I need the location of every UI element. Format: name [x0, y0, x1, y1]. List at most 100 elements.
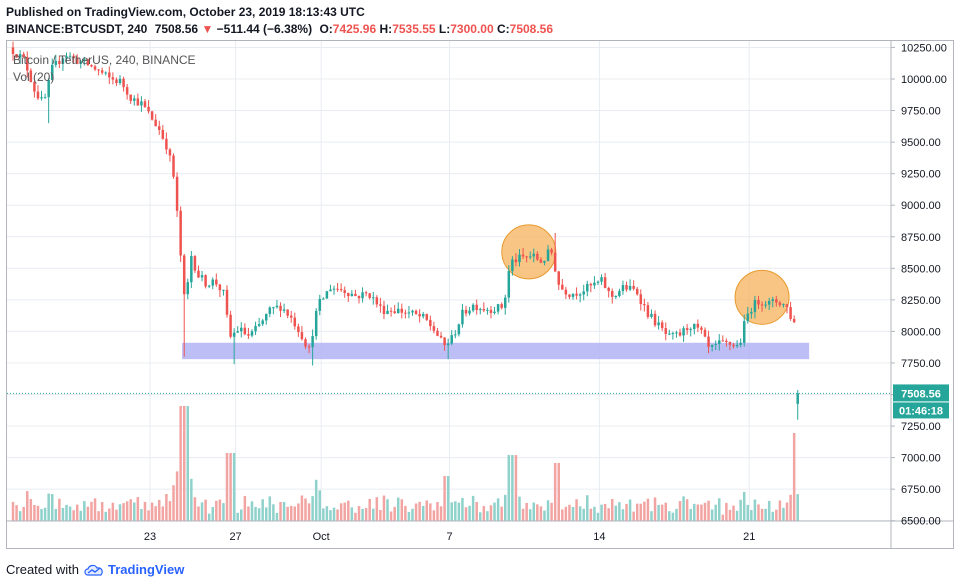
candle-body [357, 295, 361, 299]
candle-body [58, 60, 61, 64]
volume-bar [750, 510, 753, 521]
volume-bar [307, 503, 311, 521]
candle-body [115, 79, 118, 84]
volume-bar [282, 501, 286, 521]
candle-body [514, 259, 518, 263]
candle-body [653, 313, 657, 326]
volume-bar [236, 512, 239, 521]
support-zone [182, 342, 810, 360]
volume-bar [414, 503, 418, 521]
candle-body [293, 317, 297, 327]
candle-body [90, 65, 93, 67]
candle-body [454, 334, 457, 336]
candle-body [785, 304, 789, 308]
time-axis[interactable]: 23 27 Oct 7 14 21 [144, 531, 755, 543]
volume-bar [778, 500, 782, 521]
candle-body [140, 101, 143, 106]
candle-body [193, 256, 197, 271]
volume-bar [268, 496, 272, 521]
close-label: C: [496, 22, 510, 36]
candle-body [379, 304, 382, 306]
volume-bar [250, 501, 254, 521]
volume-bar [150, 502, 154, 521]
volume-bar [489, 505, 493, 521]
volume-bar [461, 497, 464, 521]
volume-bar [108, 508, 111, 521]
volume-bar [168, 501, 172, 521]
y-tick-label: 8250.00 [901, 295, 941, 307]
volume-bars [11, 406, 799, 521]
volume-bar [118, 504, 122, 521]
volume-bar [468, 505, 471, 521]
down-arrow-icon: ▼ [201, 22, 214, 36]
candle-body [646, 305, 650, 317]
volume-bar [197, 506, 200, 521]
candle-body [457, 324, 461, 335]
close-value: 7508.56 [509, 22, 554, 36]
volume-bar [536, 504, 539, 521]
volume-bar [421, 505, 425, 521]
candle-body [222, 289, 225, 291]
volume-bar [668, 511, 671, 521]
candle-body [372, 297, 375, 299]
candle-body [553, 252, 557, 272]
candle-body [511, 259, 514, 272]
candle-body [764, 304, 767, 306]
volume-bar [643, 501, 646, 521]
volume-bar [225, 453, 229, 521]
volume-bar [600, 504, 603, 521]
candle-body [289, 315, 293, 318]
candle-body [172, 155, 175, 177]
candle-body [628, 285, 632, 290]
candle-body [660, 322, 664, 329]
candle-body [593, 282, 596, 286]
volume-bar [54, 508, 58, 521]
candle-body [11, 47, 15, 55]
volume-bar [596, 512, 600, 521]
candle-body [350, 293, 354, 297]
candle-body [718, 340, 721, 345]
volume-bar [396, 497, 400, 521]
y-tick-label: 8750.00 [901, 232, 941, 244]
volume-bar [653, 497, 657, 521]
candle-body [265, 313, 268, 321]
candle-body [393, 311, 396, 314]
candle-body [418, 313, 421, 317]
candle-body [621, 285, 625, 292]
volume-bar [65, 504, 68, 521]
tradingview-logo[interactable]: TradingView [83, 562, 184, 577]
candle-body [464, 309, 468, 314]
volume-bar [682, 496, 685, 521]
volume-bar [379, 509, 382, 521]
candle-body [489, 309, 493, 313]
candle-body [650, 313, 653, 317]
created-with-label: Created with [6, 562, 79, 577]
volume-bar [257, 508, 261, 521]
volume-bar [764, 508, 767, 521]
volume-bar [343, 502, 346, 521]
volume-bar [286, 506, 289, 521]
candle-body [322, 298, 325, 300]
volume-bar [165, 494, 168, 521]
volume-bar [714, 504, 717, 521]
volume-bar [133, 502, 136, 521]
candle-body [675, 332, 678, 334]
candle-body [229, 314, 232, 337]
candle-body [104, 72, 107, 74]
candle-body [742, 321, 746, 343]
volume-bar [47, 493, 50, 521]
volume-bar [796, 494, 799, 521]
candle-body [182, 255, 186, 295]
volume-bar [72, 510, 75, 521]
candle-body [414, 310, 418, 314]
candle-body [218, 284, 222, 291]
ohlc-header: BINANCE:BTCUSDT, 240 7508.56 ▼ −511.44 (… [6, 22, 553, 36]
candle-body [18, 54, 22, 58]
open-label: O: [319, 22, 333, 36]
volume-bar [586, 495, 589, 521]
price-axis[interactable]: 6500.006750.007000.007250.007500.007750.… [891, 42, 947, 528]
volume-bar [382, 495, 386, 521]
candle-body [586, 283, 589, 292]
tradingview-cloud-icon [84, 564, 103, 576]
